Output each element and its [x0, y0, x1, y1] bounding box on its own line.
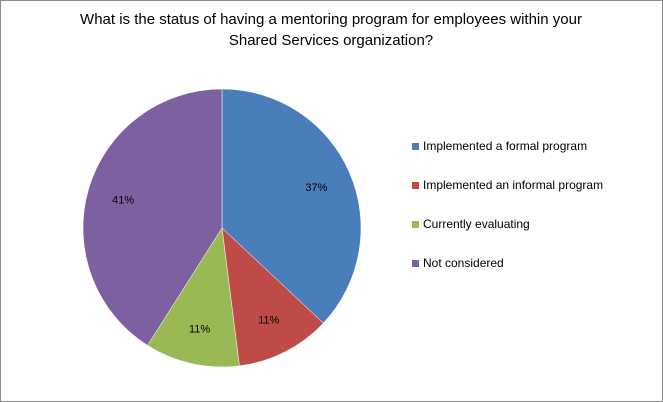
- slice-label-evaluating: 11%: [189, 323, 210, 335]
- legend-swatch-formal: [412, 143, 419, 150]
- legend-swatch-informal: [412, 182, 419, 189]
- slice-evaluating: [147, 227, 240, 368]
- legend-item-formal: Implemented a formal program: [412, 139, 652, 178]
- chart-title: What is the status of having a mentoring…: [31, 9, 631, 51]
- legend-label-evaluating: Currently evaluating: [423, 217, 530, 231]
- legend-item-evaluating: Currently evaluating: [412, 217, 652, 256]
- slice-label-informal: 11%: [258, 315, 279, 327]
- slice-informal: [221, 227, 324, 367]
- slice-label-formal: 37%: [305, 182, 327, 194]
- legend-label-not-considered: Not considered: [423, 256, 504, 270]
- slice-formal: [221, 88, 362, 324]
- legend-label-formal: Implemented a formal program: [423, 139, 588, 153]
- legend-swatch-not-considered: [412, 260, 419, 267]
- slice-label-not-considered: 41%: [112, 194, 134, 206]
- legend-swatch-evaluating: [412, 221, 419, 228]
- chart-title-line-2: Shared Services organization?: [228, 32, 434, 49]
- legend-item-informal: Implemented an informal program: [412, 178, 652, 217]
- slice-not-considered: [82, 88, 223, 346]
- legend: Implemented a formal program Implemented…: [412, 139, 652, 295]
- legend-item-not-considered: Not considered: [412, 256, 652, 295]
- legend-label-informal: Implemented an informal program: [423, 178, 604, 192]
- chart-title-line-1: What is the status of having a mentoring…: [80, 11, 582, 28]
